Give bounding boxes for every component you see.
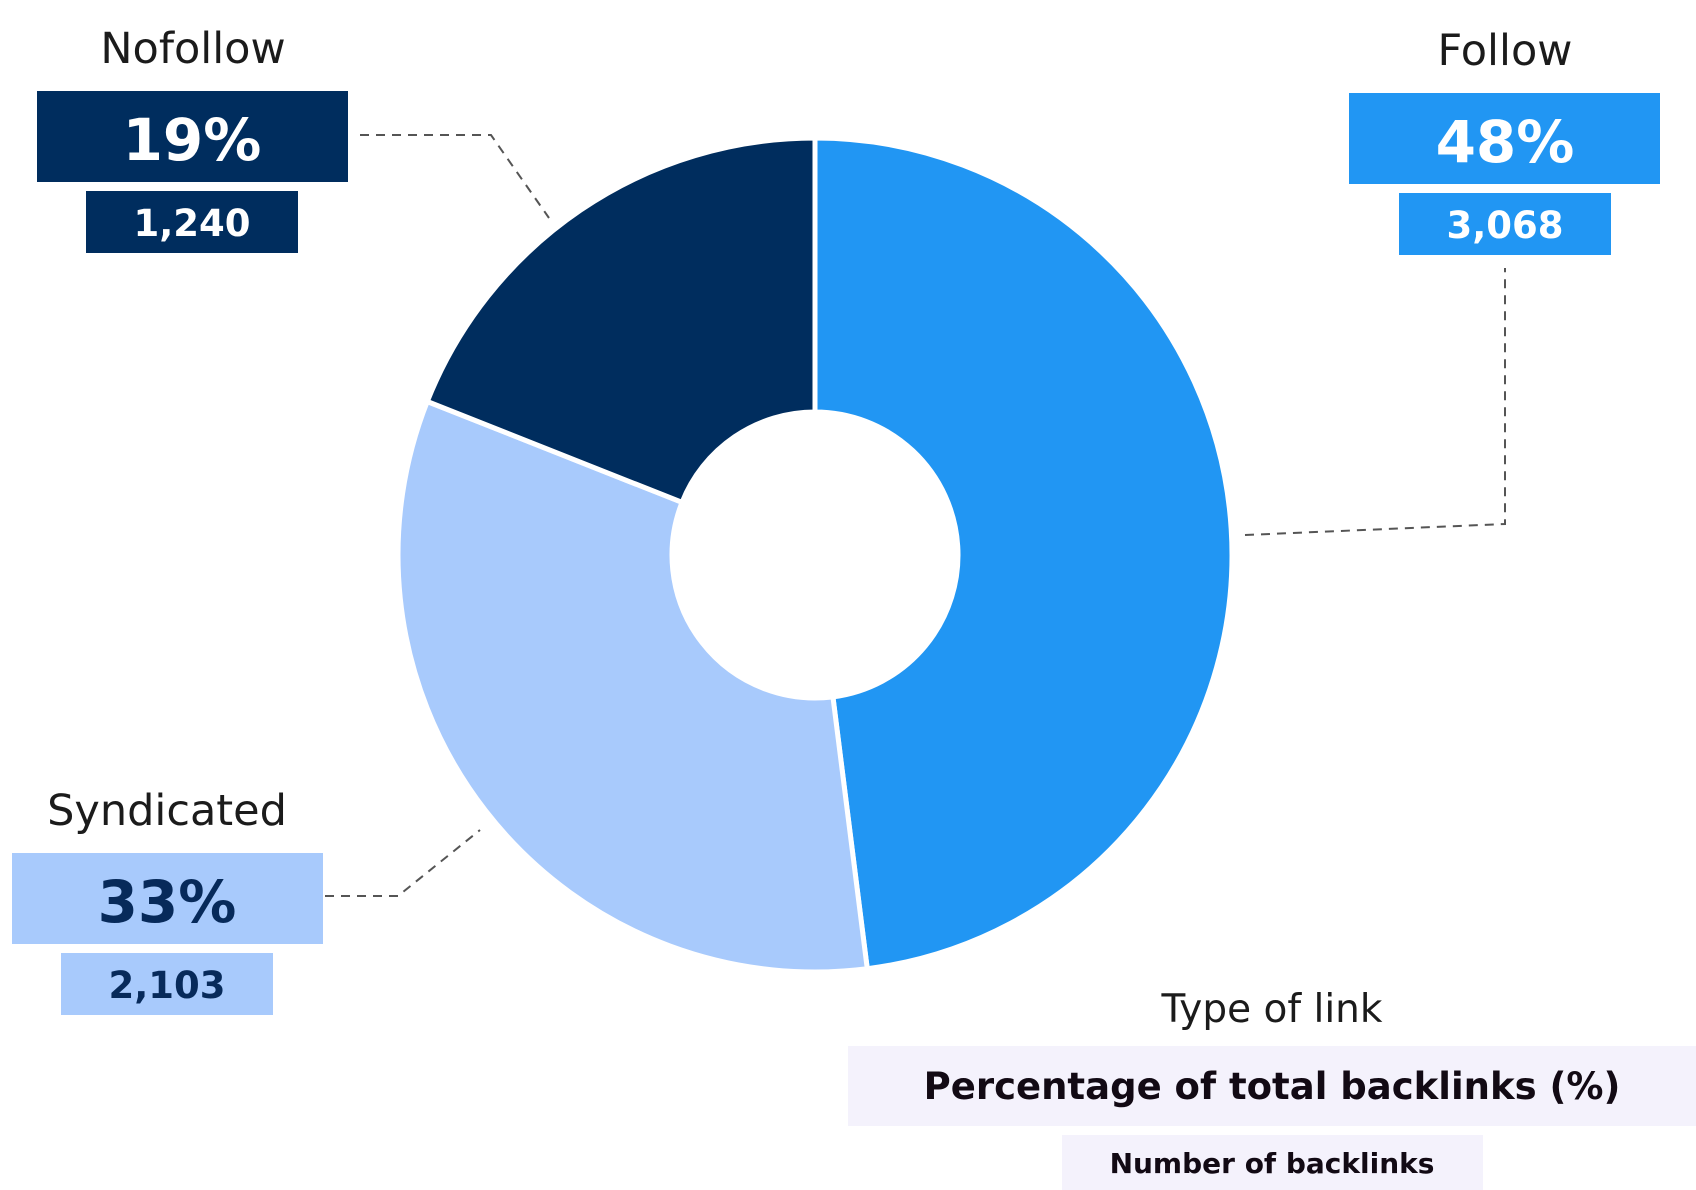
leader-follow <box>1244 268 1506 536</box>
count-follow: 3,068 <box>1446 204 1563 247</box>
count-box-follow <box>1399 193 1611 255</box>
legend-secondary: Number of backlinks <box>1110 1147 1435 1180</box>
leader-nofollow <box>360 134 550 219</box>
percent-box-syndicated <box>12 853 323 944</box>
callout-syndicated: Syndicated 33% 2,103 <box>12 786 323 1015</box>
legend-primary-box <box>848 1046 1696 1126</box>
slices-group <box>395 135 1235 975</box>
percent-syndicated: 33% <box>98 868 237 936</box>
percent-box-follow <box>1349 93 1660 184</box>
slice-nofollow <box>424 135 818 505</box>
legend-primary: Percentage of total backlinks (%) <box>924 1065 1621 1108</box>
callout-follow: Follow 48% 3,068 <box>1349 26 1660 255</box>
percent-nofollow: 19% <box>123 106 262 174</box>
slice-syndicated <box>395 398 870 975</box>
callout-nofollow: Nofollow 19% 1,240 <box>37 24 348 253</box>
count-syndicated: 2,103 <box>108 964 225 1007</box>
leader-syndicated <box>325 829 481 897</box>
leader-lines-group <box>325 134 1506 897</box>
count-box-nofollow <box>86 191 298 253</box>
legend-title: Type of link <box>1161 987 1383 1032</box>
legend-secondary-box <box>1062 1135 1483 1190</box>
label-follow: Follow <box>1438 26 1573 76</box>
legend: Type of link Percentage of total backlin… <box>848 987 1696 1190</box>
label-nofollow: Nofollow <box>100 24 285 74</box>
label-syndicated: Syndicated <box>47 786 287 836</box>
count-box-syndicated <box>61 953 273 1015</box>
slice-follow <box>812 135 1235 972</box>
percent-box-nofollow <box>37 91 348 182</box>
count-nofollow: 1,240 <box>133 202 250 245</box>
percent-follow: 48% <box>1436 108 1575 176</box>
